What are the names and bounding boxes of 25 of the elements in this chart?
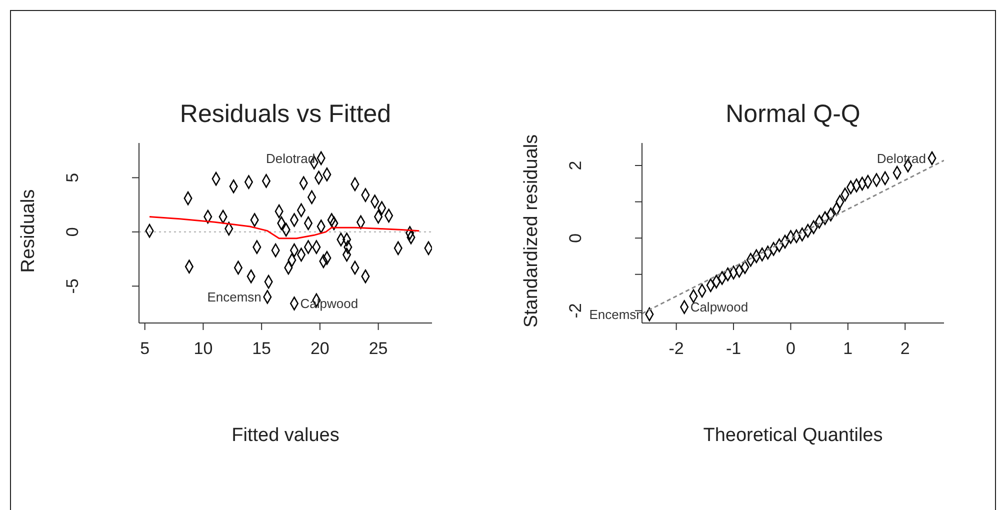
- x-tick-label: 20: [310, 339, 330, 358]
- y-tick-label: 5: [63, 172, 82, 182]
- annotation: Calpwood: [690, 300, 748, 315]
- x-tick-label: -2: [668, 339, 684, 358]
- x-axis-title: Theoretical Quantiles: [702, 425, 884, 447]
- x-tick-label: 2: [900, 339, 910, 358]
- y-axis-title: Standardized residuals: [521, 133, 543, 330]
- x-tick-label: 0: [786, 339, 796, 358]
- y-tick-label: 0: [566, 233, 585, 243]
- y-axis-title: Residuals: [18, 188, 40, 275]
- x-axis-title: Fitted values: [230, 425, 340, 447]
- x-tick-label: 25: [368, 339, 388, 358]
- annotation: Delotrad: [876, 150, 926, 166]
- chart-title: Residuals vs Fitted: [178, 100, 392, 129]
- chart-title: Normal Q-Q: [724, 100, 862, 129]
- x-tick-label: 5: [140, 339, 150, 358]
- y-tick-label: -2: [566, 303, 585, 318]
- y-tick-label: 2: [566, 160, 585, 170]
- x-tick-label: 10: [194, 339, 213, 358]
- x-tick-label: -1: [726, 339, 742, 358]
- y-tick-label: 0: [63, 227, 82, 237]
- x-tick-label: 1: [843, 339, 853, 358]
- y-tick-label: -5: [63, 278, 82, 294]
- annotation: Encemsn: [207, 290, 262, 305]
- x-tick-label: 15: [252, 339, 272, 358]
